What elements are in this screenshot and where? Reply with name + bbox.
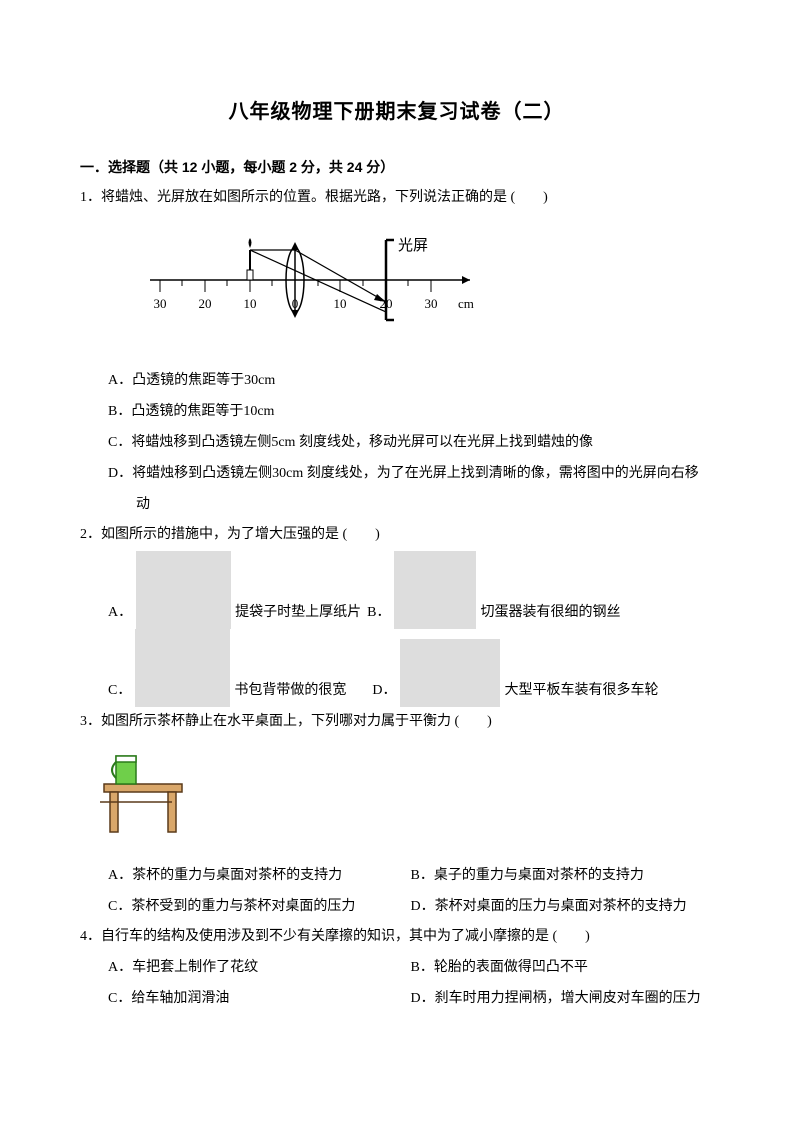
q1-optA: A．凸透镜的焦距等于30cm bbox=[108, 366, 713, 397]
q3-figure bbox=[80, 742, 713, 855]
q1-optD: D．将蜡烛移到凸透镜左侧30cm 刻度线处，为了在光屏上找到清晰的像，需将图中的… bbox=[108, 459, 713, 490]
q2-optD: D． 大型平板车装有很多车轮 bbox=[372, 639, 658, 707]
section-header: 一．选择题（共 12 小题，每小题 2 分，共 24 分） bbox=[80, 152, 713, 183]
q2-optA-letter: A． bbox=[108, 598, 132, 629]
q2-optD-letter: D． bbox=[372, 676, 396, 707]
q4-optA: A．车把套上制作了花纹 bbox=[108, 953, 411, 984]
q3-optB: B．桌子的重力与桌面对茶杯的支持力 bbox=[411, 861, 714, 892]
tick-1: 20 bbox=[199, 296, 212, 311]
q1-paren: ( ) bbox=[511, 183, 548, 214]
q4-optB: B．轮胎的表面做得凹凸不平 bbox=[411, 953, 714, 984]
page-title: 八年级物理下册期末复习试卷（二） bbox=[80, 90, 713, 134]
q3-paren: ( ) bbox=[455, 707, 492, 738]
q2-imgA bbox=[136, 551, 231, 629]
q1-optC: C．将蜡烛移到凸透镜左侧5cm 刻度线处，移动光屏可以在光屏上找到蜡烛的像 bbox=[108, 428, 713, 459]
q2-imgB bbox=[394, 551, 476, 629]
q3-optD: D．茶杯对桌面的压力与桌面对茶杯的支持力 bbox=[411, 892, 714, 923]
q2-optB: B． 切蛋器装有很细的钢丝 bbox=[367, 551, 620, 629]
q2-optC-letter: C． bbox=[108, 676, 131, 707]
q4-paren: ( ) bbox=[553, 922, 590, 953]
screen-label: 光屏 bbox=[398, 237, 428, 254]
q2-optD-text: 大型平板车装有很多车轮 bbox=[504, 676, 658, 707]
q2-optA-text: 提袋子时垫上厚纸片 bbox=[235, 598, 361, 629]
q2-optB-letter: B． bbox=[367, 598, 390, 629]
q3-optA: A．茶杯的重力与桌面对茶杯的支持力 bbox=[108, 861, 411, 892]
q1-diagram: 光屏 30 20 10 0 10 bbox=[80, 220, 713, 353]
q2-optC: C． 书包背带做的很宽 bbox=[108, 629, 346, 707]
q2-stem: 2．如图所示的措施中，为了增大压强的是 bbox=[80, 527, 339, 542]
tick-3: 0 bbox=[292, 296, 299, 311]
q2-imgD bbox=[400, 639, 500, 707]
unit-label: cm bbox=[458, 296, 474, 311]
question-1: 1．将蜡烛、光屏放在如图所示的位置。根据光路，下列说法正确的是 ( ) bbox=[80, 183, 713, 521]
tick-5: 20 bbox=[380, 296, 393, 311]
tick-2: 10 bbox=[244, 296, 257, 311]
tick-4: 10 bbox=[334, 296, 347, 311]
q3-stem: 3．如图所示茶杯静止在水平桌面上，下列哪对力属于平衡力 bbox=[80, 714, 451, 729]
q2-optA: A． 提袋子时垫上厚纸片 bbox=[108, 551, 361, 629]
tick-6: 30 bbox=[425, 296, 438, 311]
q2-optB-text: 切蛋器装有很细的钢丝 bbox=[480, 598, 620, 629]
q4-optD: D．刹车时用力捏闸柄，增大闸皮对车圈的压力 bbox=[411, 984, 714, 1015]
q1-stem: 1．将蜡烛、光屏放在如图所示的位置。根据光路，下列说法正确的是 bbox=[80, 190, 507, 205]
q2-optC-text: 书包背带做的很宽 bbox=[234, 676, 346, 707]
tick-0: 30 bbox=[154, 296, 167, 311]
q2-paren: ( ) bbox=[343, 520, 380, 551]
q1-optD-cont: 动 bbox=[108, 490, 713, 521]
q1-optB: B．凸透镜的焦距等于10cm bbox=[108, 397, 713, 428]
question-2: 2．如图所示的措施中，为了增大压强的是 ( ) A． 提袋子时垫上厚纸片 B． … bbox=[80, 520, 713, 707]
question-4: 4．自行车的结构及使用涉及到不少有关摩擦的知识，其中为了减小摩擦的是 ( ) A… bbox=[80, 922, 713, 1014]
q4-optC: C．给车轴加润滑油 bbox=[108, 984, 411, 1015]
q3-optC: C．茶杯受到的重力与茶杯对桌面的压力 bbox=[108, 892, 411, 923]
question-3: 3．如图所示茶杯静止在水平桌面上，下列哪对力属于平衡力 ( ) A．茶杯的重力与… bbox=[80, 707, 713, 922]
q4-stem: 4．自行车的结构及使用涉及到不少有关摩擦的知识，其中为了减小摩擦的是 bbox=[80, 929, 549, 944]
q2-imgC bbox=[135, 629, 230, 707]
